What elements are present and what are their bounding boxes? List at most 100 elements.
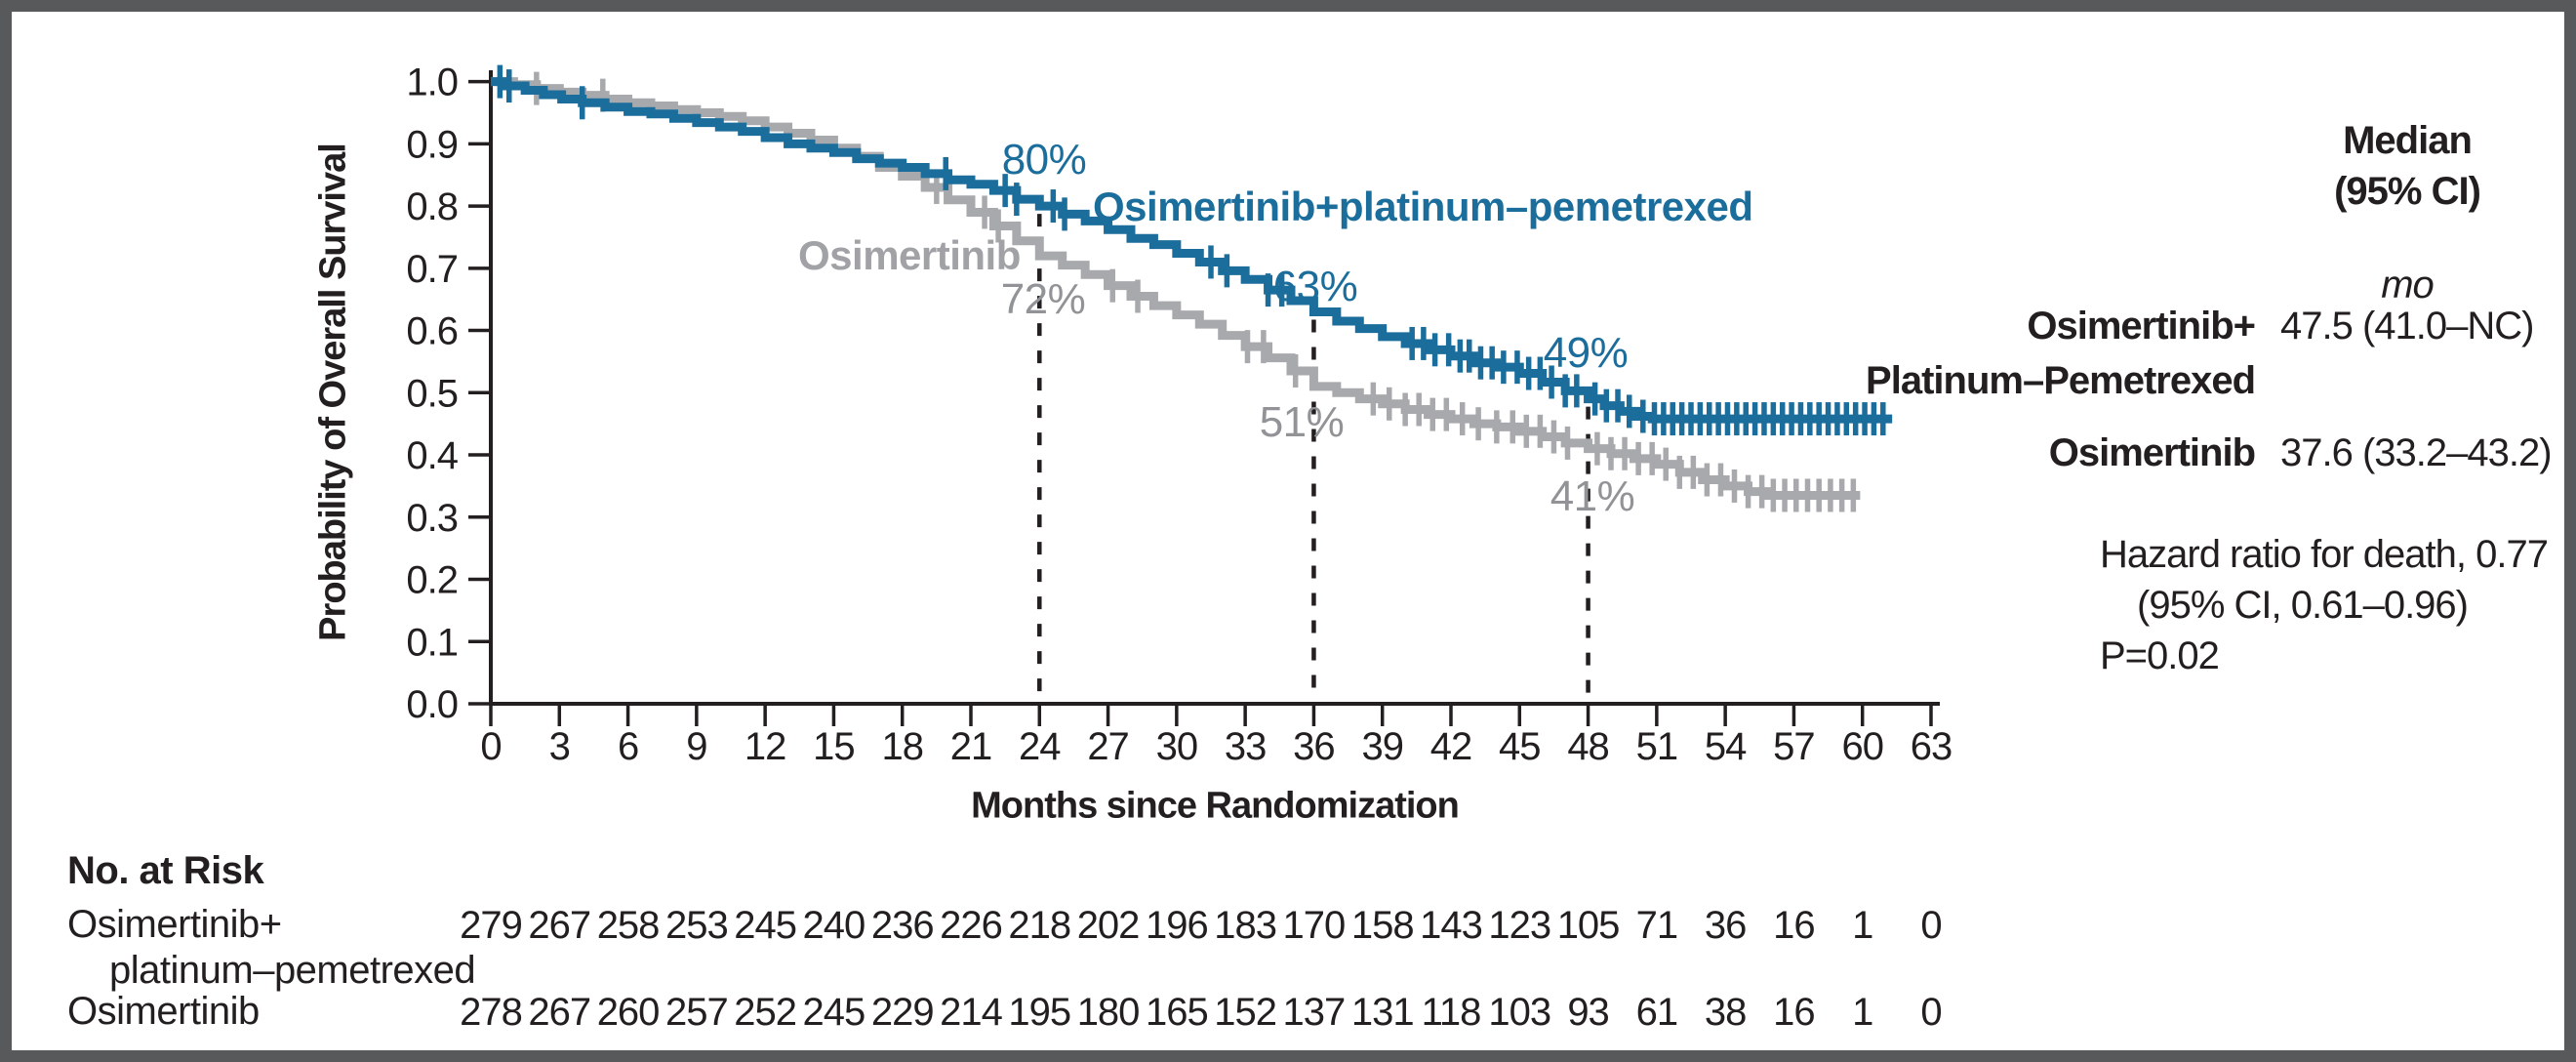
x-tick-label: 60 xyxy=(1841,725,1883,768)
risk-value: 229 xyxy=(871,991,934,1034)
axes xyxy=(489,70,1940,706)
risk-value: 36 xyxy=(1705,904,1747,947)
y-tick-label: 0.1 xyxy=(406,621,458,664)
x-tick-labels: 0 3 6 9 12 15 18 21 24 27 30 33 36 39 42 45 48 51 54 57 60 63 xyxy=(480,704,1952,768)
median-header-line1: Median xyxy=(2343,119,2473,162)
risk-row-combination-label-line1: Osimertinib+ xyxy=(67,903,282,946)
risk-value: 137 xyxy=(1283,991,1346,1034)
median-header: Median (95% CI) xyxy=(2285,115,2529,217)
risk-value: 218 xyxy=(1008,904,1070,947)
median-row-combination-value: 47.5 (41.0–NC) xyxy=(2280,305,2534,347)
x-tick-label: 57 xyxy=(1773,725,1815,768)
x-tick-label: 27 xyxy=(1087,725,1129,768)
risk-value: 258 xyxy=(597,904,660,947)
y-tick-label: 0.2 xyxy=(406,559,458,602)
risk-value: 1 xyxy=(1852,991,1872,1034)
risk-row-monotherapy-label: Osimertinib xyxy=(67,990,260,1033)
x-tick-label: 39 xyxy=(1361,725,1403,768)
risk-value: 183 xyxy=(1214,904,1276,947)
y-tick-label: 0.3 xyxy=(406,497,458,540)
x-tick-label: 45 xyxy=(1499,725,1541,768)
risk-value: 253 xyxy=(665,904,728,947)
risk-value: 0 xyxy=(1920,991,1941,1034)
x-axis-title: Months since Randomization xyxy=(971,785,1460,827)
risk-value: 93 xyxy=(1567,991,1609,1034)
x-tick-label: 6 xyxy=(618,725,638,768)
risk-value: 245 xyxy=(803,991,865,1034)
risk-value: 245 xyxy=(734,904,796,947)
y-tick-label: 0.8 xyxy=(406,185,458,228)
x-tick-label: 63 xyxy=(1911,725,1952,768)
annotation-48mo-combination: 49% xyxy=(1543,329,1629,377)
x-tick-label: 18 xyxy=(881,725,923,768)
risk-value: 38 xyxy=(1705,991,1747,1034)
risk-value: 143 xyxy=(1420,904,1482,947)
x-tick-label: 30 xyxy=(1156,725,1198,768)
risk-value: 61 xyxy=(1636,991,1678,1034)
risk-value: 267 xyxy=(528,904,590,947)
risk-value: 131 xyxy=(1351,991,1414,1034)
risk-value: 16 xyxy=(1773,904,1815,947)
risk-row-combination-label-line2: platinum–pemetrexed xyxy=(109,949,476,992)
median-row-monotherapy-name: Osimertinib xyxy=(2048,431,2256,474)
risk-value: 1 xyxy=(1852,904,1872,947)
median-header-line2: (95% CI) xyxy=(2334,170,2481,213)
km-survival-chart: 0 3 6 9 12 15 18 21 24 27 30 33 36 39 42 45 48 51 54 57 60 63… xyxy=(406,61,1952,1034)
y-tick-label: 0.4 xyxy=(406,434,458,477)
hazard-ratio-block: Hazard ratio for death, 0.77 (95% CI, 0.… xyxy=(2100,529,2549,681)
x-tick-label: 3 xyxy=(549,725,570,768)
risk-value: 170 xyxy=(1283,904,1346,947)
risk-value: 278 xyxy=(460,991,522,1034)
risk-value: 226 xyxy=(940,904,1002,947)
annotation-36mo-monotherapy: 51% xyxy=(1259,398,1345,446)
median-row-combination-name: Osimertinib+ Platinum–Pemetrexed xyxy=(1768,299,2256,408)
risk-value: 165 xyxy=(1146,991,1208,1034)
risk-value: 202 xyxy=(1077,904,1140,947)
km-step-line xyxy=(491,77,1893,424)
survival-curve-monotherapy xyxy=(491,71,1861,512)
y-tick-label: 0.7 xyxy=(406,248,458,291)
y-tick-label: 0.0 xyxy=(406,683,458,726)
y-tick-labels: 0.0 0.1 0.2 0.3 0.4 0.5 0.6 0.7 0.8 0.9 1.0 xyxy=(406,61,491,726)
hazard-ratio-line: Hazard ratio for death, 0.77 xyxy=(2100,533,2549,576)
median-row-combination-name-line1: Osimertinib+ xyxy=(2027,305,2256,347)
curve-label-osimertinib-platinum-pemetrexed: Osimertinib+platinum–pemetrexed xyxy=(1093,184,1753,229)
x-tick-label: 9 xyxy=(686,725,706,768)
x-tick-label: 33 xyxy=(1225,725,1267,768)
risk-value: 236 xyxy=(871,904,934,947)
risk-value: 279 xyxy=(460,904,522,947)
risk-value: 252 xyxy=(734,991,796,1034)
risk-value: 240 xyxy=(803,904,865,947)
risk-value: 123 xyxy=(1488,904,1550,947)
risk-value: 195 xyxy=(1008,991,1070,1034)
annotation-36mo-combination: 63% xyxy=(1272,263,1358,310)
risk-value: 158 xyxy=(1351,904,1414,947)
risk-value: 196 xyxy=(1146,904,1208,947)
risk-value: 267 xyxy=(528,991,590,1034)
median-row-combination-name-line2: Platinum–Pemetrexed xyxy=(1866,359,2256,402)
x-tick-label: 36 xyxy=(1293,725,1335,768)
x-tick-label: 48 xyxy=(1567,725,1609,768)
risk-value: 16 xyxy=(1773,991,1815,1034)
annotation-24mo-monotherapy: 72% xyxy=(1000,275,1086,323)
risk-value: 0 xyxy=(1920,904,1941,947)
x-tick-label: 54 xyxy=(1705,725,1747,768)
y-axis-title: Probability of Overall Survival xyxy=(312,143,354,641)
x-tick-label: 42 xyxy=(1430,725,1472,768)
median-row-monotherapy-value: 37.6 (33.2–43.2) xyxy=(2280,431,2553,474)
x-tick-label: 15 xyxy=(813,725,855,768)
p-value: P=0.02 xyxy=(2100,634,2220,677)
x-tick-label: 0 xyxy=(480,725,501,768)
y-tick-label: 0.9 xyxy=(406,123,458,166)
risk-value: 260 xyxy=(597,991,660,1034)
x-tick-label: 24 xyxy=(1019,725,1061,768)
y-tick-label: 0.6 xyxy=(406,310,458,353)
risk-value: 152 xyxy=(1214,991,1276,1034)
annotation-48mo-monotherapy: 41% xyxy=(1550,472,1635,520)
y-tick-label: 0.5 xyxy=(406,372,458,415)
risk-value: 257 xyxy=(665,991,728,1034)
survival-curve-combination xyxy=(491,64,1893,436)
curve-label-osimertinib: Osimertinib xyxy=(798,232,1021,278)
risk-values: 279 267 258 253 245 240 236 226 218 202 196 183 170 1… xyxy=(460,904,1943,1034)
x-tick-label: 21 xyxy=(950,725,992,768)
